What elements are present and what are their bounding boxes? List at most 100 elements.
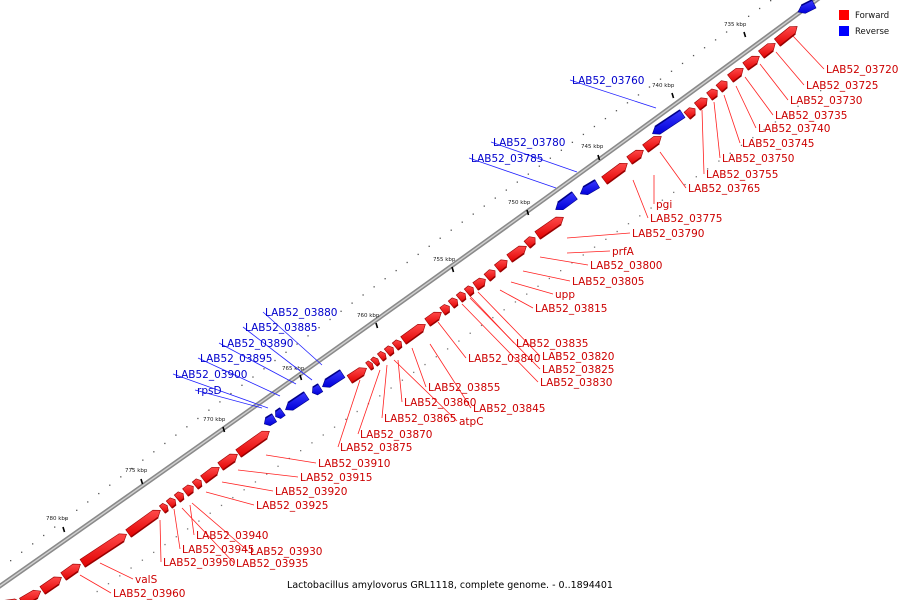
tick-label: 750 kbp [508,200,531,206]
gene-lab52-03805 [493,259,508,273]
ruler-dot [503,309,505,311]
gene-label-lab52-03800: LAB52_03800 [590,260,663,272]
ruler-dot [351,302,353,304]
ruler-dot [254,481,257,483]
ruler-dot [681,62,684,65]
gene-lab52-03745 [706,88,718,101]
gene-lab52-03945 [158,503,169,514]
gene-lab52-03920 [200,467,220,484]
ruler-dot [142,459,144,461]
gene-lab52-03760 [652,109,686,135]
ruler-dot [747,15,750,17]
ruler-dot [10,560,12,562]
gene-lab52-03925 [191,478,203,490]
gene-label-lab52-03875: LAB52_03875 [340,442,413,454]
ruler-dot [424,363,426,366]
leader-line [566,232,631,239]
tick-mark [62,526,66,533]
ruler-dot [21,551,23,553]
gene-rev-top [797,0,817,14]
gene-label-lab52-03820: LAB52_03820 [542,351,615,363]
ruler-dot [209,512,211,514]
ruler-dot [311,442,313,444]
gene-label-lab52-03910: LAB52_03910 [318,458,391,470]
ruler-dot [650,207,652,209]
ruler-dot [480,324,483,327]
gene-label-lab52-03845: LAB52_03845 [473,403,546,415]
ruler-dot [87,501,89,503]
ruler-dot [593,125,596,128]
ruler-dot [527,173,529,175]
tick-label: 780 kbp [46,516,69,522]
gene-label-pgi: pgi [656,199,672,211]
ruler-dot [43,534,45,537]
gene-lab52-03895 [274,407,286,419]
ruler-dot [692,54,695,57]
ruler-dot [729,152,731,154]
ruler-dot [673,191,675,194]
gene-lab52-03765 [642,136,662,153]
gene-lab52-03780 [579,179,600,196]
gene-prfa [523,236,536,249]
leader-line [337,379,361,448]
leader-line [191,502,249,552]
gene-lab52-03885 [312,383,324,396]
ruler-dot [198,520,200,522]
leader-line [744,76,774,116]
tick-label: 745 kbp [581,144,604,150]
gene-label-lab52-03920: LAB52_03920 [275,486,348,498]
ruler-dots [10,0,822,593]
ruler-dot [141,559,144,561]
tick-mark [526,209,530,216]
ruler-dot [232,496,234,499]
gene-label-lab52-03865: LAB52_03865 [384,413,457,425]
ruler-dot [65,518,67,520]
ruler-dot [395,269,397,272]
gene-label-lab52-03950: LAB52_03950 [163,557,236,569]
tick-label: 740 kbp [652,83,675,89]
legend-swatch-reverse [839,26,849,36]
ruler-dot [560,149,563,151]
ruler-dot [605,238,607,240]
ruler-dot [333,426,336,428]
leader-line [735,85,757,129]
leader-lines [79,35,825,594]
ruler-dot [322,434,324,436]
leader-line [221,481,274,492]
gene-label-lab52-03825: LAB52_03825 [542,364,615,376]
tick-label: 755 kbp [433,257,456,263]
ruler-dot [763,129,765,131]
gene-lab52-03750 [693,97,708,111]
leader-line [759,63,789,101]
gene-lab52-03740 [715,80,728,93]
ruler-dot [774,121,777,123]
ruler-dot [164,442,166,445]
gene-label-lab52-03930: LAB52_03930 [250,546,323,558]
gene-lab52-03910 [235,430,270,458]
gene-upp [483,269,496,282]
ruler-dot [384,278,386,280]
leader-line [461,303,539,383]
ruler-dot [593,246,596,248]
gene-label-vals: valS [135,574,158,586]
ruler-dot [285,351,287,353]
ruler-dot [307,335,309,337]
gene-label-lab52-03830: LAB52_03830 [540,377,613,389]
genome-backbone [0,0,821,589]
ruler-dot [373,286,375,288]
gene-lab52-03860 [383,345,395,357]
ruler-dot [808,97,810,100]
leader-line [159,519,162,563]
ruler-dot [153,451,155,453]
ruler-dot [526,293,528,295]
ruler-dot [208,409,210,411]
gene-label-lab52-03735: LAB52_03735 [775,110,848,122]
leader-line [569,79,657,109]
ruler-dot [439,237,441,239]
ruler-dot [252,376,254,378]
gene-label-lab52-03945: LAB52_03945 [182,544,255,556]
ruler-dot [243,489,245,491]
ruler-dot [469,332,471,334]
gene-pgi [626,149,644,165]
gene-label-rpsd: rpsD [197,385,222,397]
